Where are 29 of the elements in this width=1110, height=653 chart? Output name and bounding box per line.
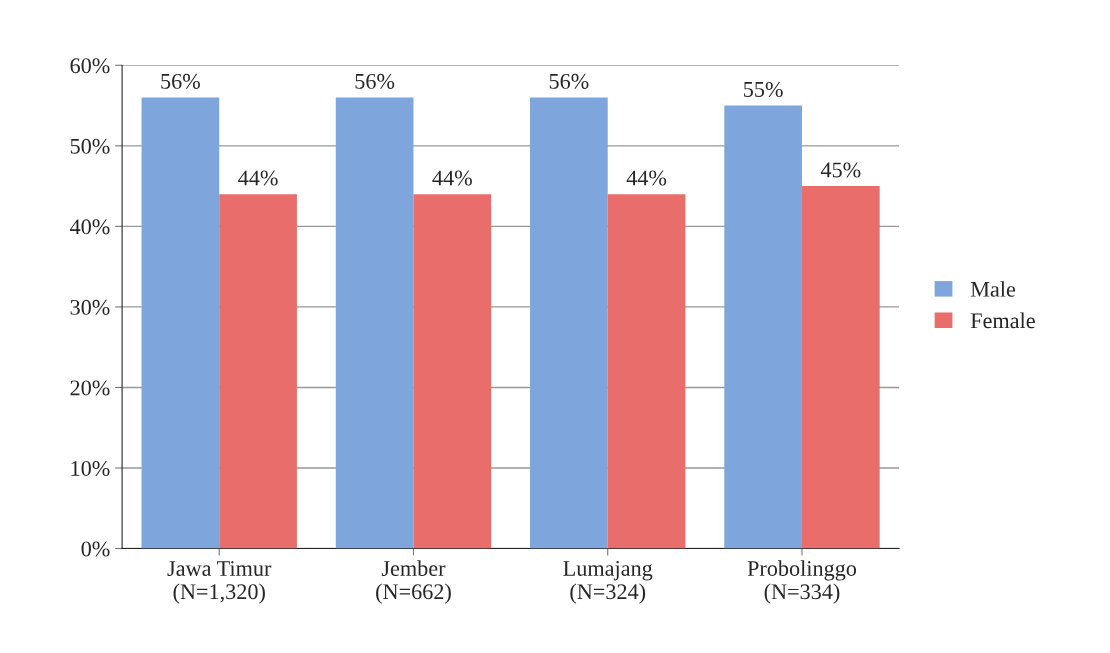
x-tick-label: Jawa Timur (N=1,320) bbox=[167, 561, 272, 604]
bar bbox=[724, 105, 802, 549]
legend-label: Male bbox=[970, 281, 1016, 297]
y-tick-label: 50% bbox=[70, 138, 110, 154]
bar bbox=[141, 97, 220, 549]
bar bbox=[607, 194, 686, 549]
data-label: 56% bbox=[355, 73, 395, 89]
bar bbox=[335, 97, 414, 549]
data-label: 56% bbox=[549, 73, 589, 89]
legend-label: Female bbox=[970, 312, 1035, 329]
y-tick-label: 40% bbox=[70, 219, 110, 235]
y-tick-label: 10% bbox=[71, 460, 110, 476]
data-label: 45% bbox=[820, 162, 861, 178]
x-tick-label: Probolinggo (N=334) bbox=[747, 560, 857, 604]
bar bbox=[530, 97, 608, 549]
data-label: 55% bbox=[744, 81, 783, 97]
data-label: 44% bbox=[238, 170, 278, 186]
bar bbox=[413, 194, 492, 549]
y-tick-label: 30% bbox=[70, 299, 110, 315]
y-tick-label: 20% bbox=[70, 380, 110, 396]
data-label: 56% bbox=[161, 73, 200, 89]
data-label: 44% bbox=[432, 170, 472, 186]
x-tick-label: Lumajang (N=324) bbox=[563, 560, 653, 604]
x-tick-label: Jember (N=662) bbox=[376, 560, 451, 604]
bar bbox=[801, 186, 880, 549]
bar bbox=[219, 194, 297, 549]
y-tick-label: 60% bbox=[70, 58, 110, 74]
y-tick-label: 0% bbox=[81, 541, 110, 557]
data-label: 44% bbox=[626, 170, 667, 186]
